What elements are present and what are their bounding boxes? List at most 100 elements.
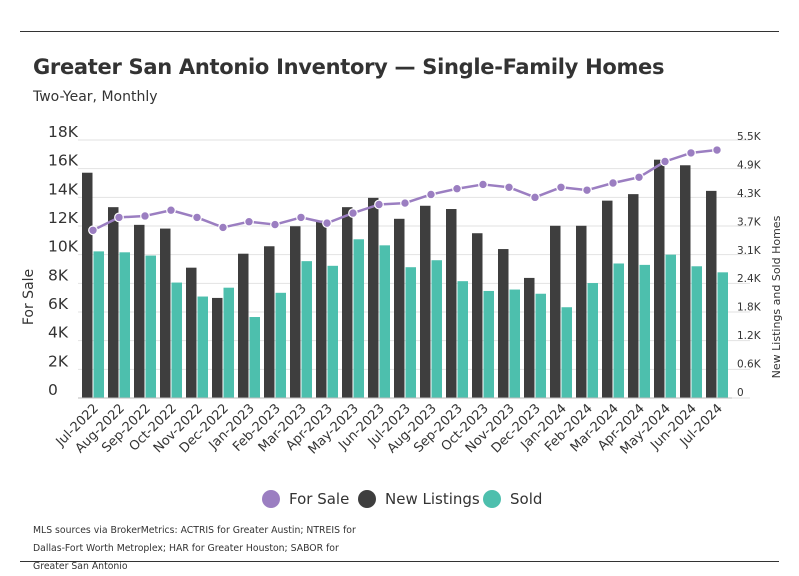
legend-item-for-sale: For Sale — [262, 487, 349, 511]
bar-sold — [587, 283, 598, 398]
bar-new-listings — [316, 220, 327, 398]
point-for-sale — [88, 225, 98, 236]
point-for-sale — [426, 189, 436, 200]
chart-legend: For Sale New Listings Sold — [0, 487, 799, 511]
bar-sold — [717, 272, 728, 398]
legend-swatch-sold — [483, 490, 501, 508]
point-for-sale — [452, 183, 462, 194]
point-for-sale — [660, 156, 670, 167]
bar-sold — [353, 239, 364, 398]
bar-new-listings — [160, 228, 171, 398]
bar-sold — [249, 317, 260, 398]
bar-new-listings — [394, 218, 405, 398]
bar-sold — [639, 264, 650, 398]
legend-item-sold: Sold — [483, 487, 542, 511]
y-axis-title: For Sale — [21, 269, 37, 325]
bar-new-listings — [706, 190, 717, 398]
y-tick-label: 4K — [48, 324, 69, 342]
bar-sold — [379, 245, 390, 398]
y2-tick-label: 1.8K — [737, 302, 762, 314]
y-tick-label: 12K — [48, 209, 79, 227]
point-for-sale — [634, 172, 644, 183]
y-tick-label: 16K — [48, 152, 79, 170]
point-for-sale — [270, 219, 280, 230]
legend-label-new-listings: New Listings — [385, 490, 480, 508]
bar-new-listings — [108, 207, 119, 398]
bar-new-listings — [186, 267, 197, 398]
point-for-sale — [244, 216, 254, 227]
bar-sold — [665, 254, 676, 398]
y-tick-label: 6K — [48, 295, 69, 313]
bar-new-listings — [420, 205, 431, 398]
y2-tick-label: 1.2K — [737, 330, 762, 342]
bar-sold — [691, 266, 702, 398]
point-for-sale — [556, 182, 566, 193]
bar-sold — [197, 296, 208, 398]
bar-sold — [119, 252, 130, 398]
bar-sold — [301, 261, 312, 398]
bar-sold — [535, 293, 546, 398]
bar-new-listings — [82, 172, 93, 398]
bar-sold — [145, 255, 156, 398]
point-for-sale — [348, 208, 358, 219]
y-tick-label: 18K — [48, 123, 79, 141]
point-for-sale — [608, 178, 618, 188]
point-for-sale — [140, 211, 150, 221]
bar-new-listings — [524, 277, 535, 398]
line-for-sale — [92, 148, 718, 232]
y2-tick-label: 0 — [737, 387, 744, 399]
y2-axis-title: New Listings and Sold Homes — [770, 215, 783, 378]
bar-sold — [613, 263, 624, 398]
point-for-sale — [218, 222, 228, 233]
point-for-sale — [686, 147, 696, 158]
bar-new-listings — [264, 246, 275, 398]
y-tick-label: 10K — [48, 238, 79, 256]
bar-sold — [275, 292, 286, 398]
y2-tick-label: 3.1K — [737, 245, 762, 257]
bar-new-listings — [576, 225, 587, 398]
point-for-sale — [478, 179, 488, 190]
bar-new-listings — [498, 249, 509, 398]
y2-tick-label: 4.9K — [737, 159, 762, 171]
legend-item-new-listings: New Listings — [358, 487, 480, 511]
bar-sold — [327, 265, 338, 398]
bar-sold — [483, 290, 494, 398]
legend-label-sold: Sold — [510, 490, 543, 508]
legend-swatch-for-sale — [262, 490, 280, 508]
source-note: MLS sources via BrokerMetrics: ACTRIS fo… — [33, 525, 356, 572]
y2-tick-label: 3.7K — [737, 216, 762, 228]
bar-new-listings — [602, 200, 613, 398]
chart-subtitle: Two-Year, Monthly — [33, 89, 158, 105]
point-for-sale — [374, 199, 384, 210]
chart-title: Greater San Antonio Inventory — Single-F… — [33, 55, 665, 79]
point-for-sale — [114, 212, 124, 223]
bar-new-listings — [368, 197, 379, 398]
point-for-sale — [400, 198, 410, 208]
bar-new-listings — [342, 207, 353, 398]
y2-tick-label: 5.5K — [737, 131, 762, 143]
bar-new-listings — [654, 159, 665, 398]
y-tick-label: 14K — [48, 180, 79, 198]
bar-sold — [431, 260, 442, 398]
point-for-sale — [192, 212, 202, 223]
bar-new-listings — [290, 226, 301, 398]
bar-sold — [223, 287, 234, 398]
bar-new-listings — [134, 224, 145, 398]
point-for-sale — [166, 205, 176, 216]
point-for-sale — [530, 192, 540, 203]
point-for-sale — [296, 212, 306, 223]
bar-sold — [561, 307, 572, 398]
bar-sold — [171, 282, 182, 398]
bar-sold — [509, 289, 520, 398]
point-for-sale — [322, 218, 332, 229]
bar-new-listings — [212, 297, 223, 398]
bar-sold — [457, 281, 468, 398]
bar-sold — [405, 267, 416, 398]
bar-new-listings — [472, 233, 483, 398]
point-for-sale — [712, 145, 722, 155]
inventory-chart: 0 2K 4K 6K 8K 10K 12K 14K 16K 18K 0 0.6K 1.2K 1.8K 2.4… — [21, 123, 783, 457]
bar-new-listings — [628, 194, 639, 398]
bar-new-listings — [680, 165, 691, 398]
bar-sold — [93, 251, 104, 398]
point-for-sale — [582, 185, 592, 196]
